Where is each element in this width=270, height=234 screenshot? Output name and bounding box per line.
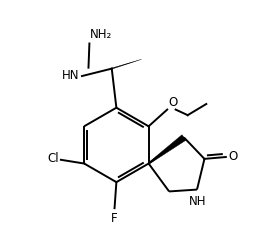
Text: Cl: Cl <box>48 152 59 165</box>
Text: HN: HN <box>62 69 79 82</box>
Text: NH₂: NH₂ <box>90 28 113 41</box>
Text: O: O <box>168 96 177 109</box>
Polygon shape <box>112 59 141 69</box>
Text: O: O <box>229 150 238 163</box>
Polygon shape <box>148 135 186 164</box>
Text: NH: NH <box>189 195 207 208</box>
Text: F: F <box>111 212 118 225</box>
